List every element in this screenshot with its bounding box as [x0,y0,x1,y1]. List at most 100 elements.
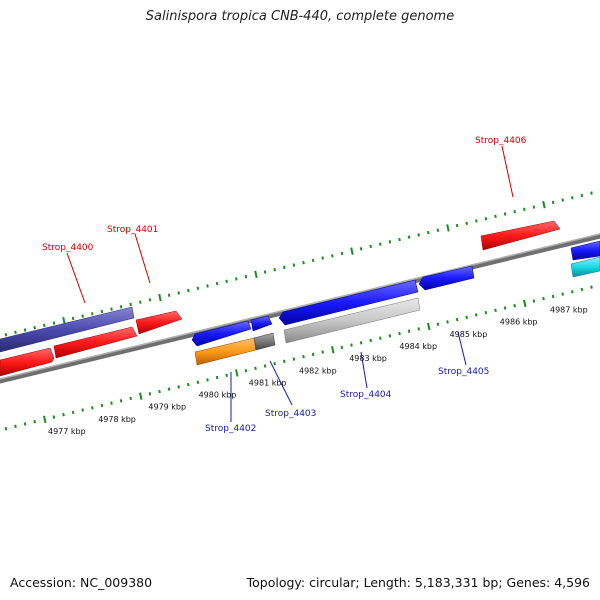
major-tick [427,322,431,331]
minor-tick [119,399,123,403]
minor-tick [167,387,171,391]
minor-tick [561,198,564,202]
major-tick [350,247,354,255]
label-strop-4405[interactable]: Strop_4405 [438,367,489,377]
label-strop-4401[interactable]: Strop_4401 [107,225,158,235]
minor-tick [302,355,305,359]
minor-tick [494,214,497,219]
minor-tick [551,200,555,205]
lower-tick-row [4,283,600,431]
minor-tick [359,341,363,345]
minor-tick [129,396,132,401]
minor-tick [321,256,324,260]
minor-tick [119,305,123,309]
gene-blue-right[interactable] [570,240,600,261]
minor-tick [475,219,478,223]
minor-tick [100,309,104,314]
minor-tick [436,228,440,232]
major-tick [62,317,66,325]
minor-tick [571,196,574,200]
scale-label: 4981 kbp [249,378,287,387]
label-strop-4402[interactable]: Strop_4402 [205,424,256,434]
minor-tick [129,302,132,307]
minor-tick [532,205,536,209]
minor-tick [91,312,94,316]
minor-tick [311,352,315,357]
scale-label: 4984 kbp [399,342,437,351]
minor-tick [417,327,420,331]
scale-label: 4979 kbp [148,403,186,412]
minor-tick [446,320,449,324]
scale-label: 4977 kbp [48,427,86,436]
minor-tick [71,410,75,415]
gene-strop-4404[interactable] [283,297,421,344]
minor-tick [340,251,344,256]
minor-tick [81,314,84,318]
minor-tick [388,334,392,338]
scale-label: 4983 kbp [349,354,387,363]
gene-cyan-right[interactable] [570,256,600,278]
scale-label: 4978 kbp [98,415,136,424]
scale-label: 4982 kbp [299,366,337,375]
label-strop-4404[interactable]: Strop_4404 [340,390,392,400]
minor-tick [187,288,190,293]
minor-tick [561,292,564,296]
minor-tick [311,258,315,263]
minor-tick [321,350,324,354]
minor-tick [225,279,228,283]
minor-tick [513,209,516,214]
minor-tick [110,401,113,405]
minor-tick [523,207,526,212]
minor-tick [407,329,411,333]
genome-summary-text: Topology: circular; Length: 5,183,331 bp… [246,575,590,590]
gene-track [0,220,600,377]
minor-tick [14,424,17,429]
minor-tick [580,193,584,198]
map-title: Salinispora tropica CNB-440, complete ge… [145,9,455,24]
gene-blue-a[interactable] [191,320,252,347]
gene-blue-b[interactable] [250,315,273,332]
minor-tick [398,331,401,336]
label-strop-4400[interactable]: Strop_4400 [42,243,94,253]
minor-tick [551,294,555,299]
minor-tick [33,419,36,424]
gene-red-3[interactable] [135,310,183,335]
minor-tick [369,244,372,249]
gene-strop-4403[interactable] [253,332,276,351]
minor-tick [139,300,142,304]
minor-tick [263,364,267,368]
minor-tick [513,303,516,308]
label-strop-4403[interactable]: Strop_4403 [265,409,316,419]
minor-tick [206,378,209,382]
minor-tick [91,406,94,410]
minor-tick [148,392,152,396]
minor-tick [52,415,56,419]
gene-strop-4406[interactable] [480,220,561,251]
minor-tick [263,270,267,274]
gene-blue-c[interactable] [278,279,419,326]
minor-tick [340,345,344,350]
major-tick [523,299,527,308]
minor-tick [302,261,305,265]
upper-tick-row [4,189,600,337]
minor-tick [292,263,296,267]
minor-tick [350,343,353,347]
minor-tick [283,265,286,270]
gene-blue-d[interactable] [418,265,475,291]
minor-tick [436,322,440,326]
minor-tick [571,290,574,294]
gene-strop-4400[interactable] [0,347,55,377]
minor-tick [215,281,219,286]
minor-tick [388,240,392,244]
minor-tick [71,316,75,321]
minor-tick [590,285,593,289]
gene-purple-left[interactable] [0,306,135,353]
minor-tick [196,286,200,290]
label-strop-4406[interactable]: Strop_4406 [475,136,527,146]
minor-tick [167,293,171,297]
gene-strop-4401[interactable] [53,326,138,359]
minor-tick [331,254,334,258]
minor-tick [23,422,27,426]
major-tick [158,293,162,302]
minor-tick [427,230,430,235]
